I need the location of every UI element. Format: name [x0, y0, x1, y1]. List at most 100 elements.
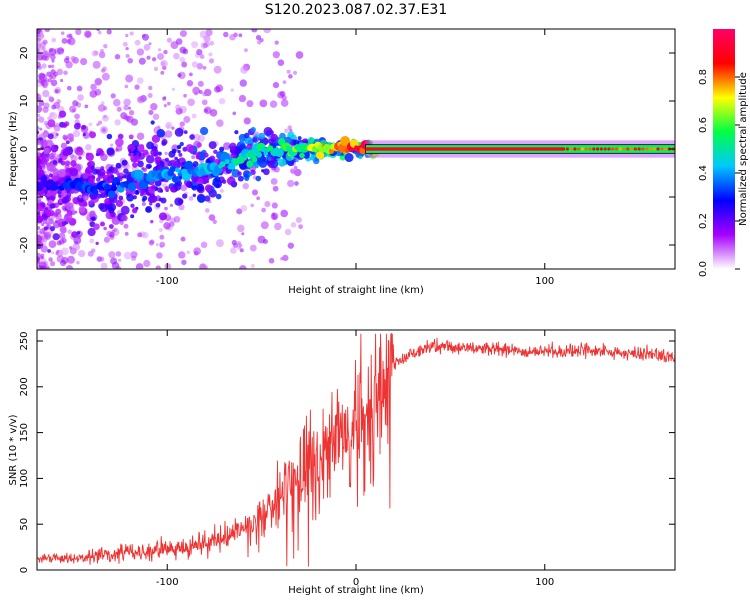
spectrogram-blob: [261, 169, 265, 173]
spectrogram-blob: [157, 52, 165, 61]
spectrogram-blob: [164, 157, 169, 162]
spectrogram-blob: [208, 52, 213, 57]
spectrogram-blob: [181, 61, 188, 68]
spectrogram-blob: [160, 70, 165, 75]
spectrogram-blob: [42, 89, 50, 98]
spectrogram-blob: [192, 86, 201, 95]
spectrogram-blob: [213, 65, 222, 74]
spectrogram-blob: [39, 127, 43, 131]
spectrogram-blob: [251, 29, 258, 33]
snr-x-axis-label: Height of straight line (km): [288, 585, 424, 596]
spectrogram-blob: [128, 110, 135, 116]
spectrogram-blob: [134, 190, 139, 194]
spectrogram-blob: [229, 142, 237, 150]
spectrogram-blob: [156, 252, 163, 259]
spectrogram-blob: [174, 197, 183, 206]
spectrogram-blob: [287, 131, 295, 139]
spectrogram-blob: [256, 40, 262, 45]
spectrogram-blob: [274, 40, 279, 45]
spectrogram-ticks: [37, 29, 675, 269]
snr-y-tick-label: 250: [19, 331, 30, 350]
spectrogram-blob: [43, 147, 50, 155]
spectrogram-band-core: [365, 147, 564, 151]
spectrogram-band-dot: [573, 147, 577, 151]
spectrogram-blob: [151, 134, 161, 143]
spectrogram-blob: [40, 146, 45, 151]
spectrogram-blob: [84, 104, 89, 109]
spectrogram-blob: [248, 172, 253, 177]
colorbar: 0.0 0.2 0.4 0.6 0.8 Normalized spectral ampl…: [698, 29, 749, 277]
spectrogram-blob: [56, 240, 62, 246]
spectrogram-blob: [93, 223, 100, 231]
spectrogram-blob: [137, 232, 143, 238]
spectrogram-blob: [197, 80, 204, 87]
spectrogram-blob: [271, 202, 278, 209]
spectrogram-blob: [171, 148, 177, 154]
spectrogram-blob: [270, 178, 278, 185]
spectrogram-band-dot: [652, 147, 656, 151]
spectrogram-blob: [98, 120, 103, 125]
spectrogram-blob: [85, 152, 94, 161]
spectrogram-blob: [44, 29, 51, 33]
spectrogram-blob: [96, 123, 100, 127]
spectrogram-blob: [249, 244, 257, 252]
spectrogram-blob: [202, 66, 207, 70]
spectrogram-band-dot: [607, 147, 611, 151]
spectrogram-blob: [47, 119, 56, 128]
spectrogram-blob: [69, 168, 79, 177]
spectrogram-blob: [132, 162, 138, 168]
spectrogram-blob: [90, 165, 95, 170]
spectrogram-blob: [37, 265, 40, 269]
spectrogram-blob: [302, 151, 310, 159]
spectrogram-blob: [290, 222, 297, 228]
spectrogram-blob: [209, 175, 213, 179]
spectrogram-blob: [280, 209, 289, 218]
spectrogram-blob: [37, 210, 41, 216]
spectrogram-blob: [44, 81, 50, 87]
snr-y-axis-label: SNR (10 * v/v): [8, 414, 19, 485]
spectrogram-blob: [108, 251, 116, 259]
spectrogram-blob: [75, 29, 82, 36]
spectrogram-blob: [48, 240, 57, 248]
spectrogram-blob: [58, 158, 63, 164]
spectrogram-blob: [42, 219, 48, 224]
spectrogram-blob: [197, 134, 205, 142]
spectrogram-blob: [273, 166, 280, 173]
spectrogram-blob: [134, 84, 140, 90]
spectrogram-blob: [58, 110, 67, 118]
spectrogram-blob: [98, 171, 102, 175]
spectrogram-blob: [189, 72, 193, 77]
spectrogram-blob: [157, 48, 162, 52]
spectrogram-blob: [96, 148, 104, 155]
spectrogram-blob: [209, 40, 215, 46]
spectrogram-blob: [135, 263, 144, 269]
spectrogram-blob: [48, 153, 55, 160]
spectrogram-blob: [261, 207, 266, 213]
spectrogram-blob: [151, 185, 156, 190]
spectrogram-blob: [298, 224, 304, 230]
spectrogram-blob: [177, 149, 181, 154]
spectrogram-blob: [160, 59, 168, 68]
spectrogram-blob: [65, 264, 74, 269]
spectrogram-blob: [158, 227, 163, 233]
spectrogram-blob: [51, 37, 57, 43]
spectrogram-blob: [171, 87, 175, 91]
spectrogram-blob: [41, 222, 45, 227]
spectrogram-blob: [267, 157, 272, 161]
spectrogram-blob: [159, 241, 166, 248]
colorbar-label: Normalized spectral amplitude: [738, 72, 749, 226]
spectrogram-band-dot: [596, 147, 600, 151]
colorbar-tick-label: 0.6: [698, 117, 709, 133]
colorbar-ticks: 0.0 0.2 0.4 0.6 0.8: [698, 69, 740, 277]
spectrogram-blob: [205, 29, 213, 37]
spectrogram-blob: [192, 161, 199, 167]
spectrogram-blob: [173, 215, 181, 223]
spectrogram-blob: [183, 93, 187, 98]
spectrogram-band-dot: [618, 147, 622, 151]
spectrogram-blob: [215, 193, 222, 200]
spectrogram-blob: [100, 262, 108, 269]
spectrogram-blob: [51, 251, 55, 255]
spectrogram-blob: [84, 30, 92, 39]
spectrogram-band-dot: [584, 147, 588, 151]
spectrogram-blob: [99, 256, 105, 262]
